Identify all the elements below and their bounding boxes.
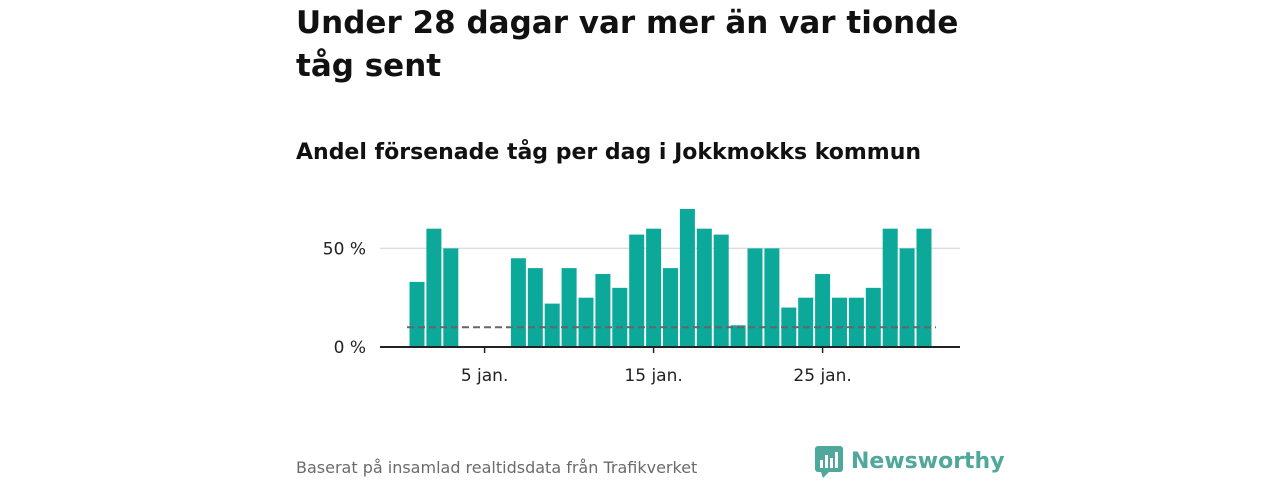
- bar: [426, 228, 442, 347]
- y-tick-label: 50 %: [323, 239, 366, 259]
- bar: [730, 325, 746, 347]
- bar: [882, 228, 898, 347]
- bar: [409, 281, 425, 347]
- bar: [612, 287, 628, 347]
- bar: [832, 297, 847, 347]
- bar: [561, 268, 577, 347]
- chart-title: Under 28 dagar var mer än var tionde tåg…: [296, 5, 959, 84]
- bar: [510, 258, 526, 347]
- bar: [781, 307, 797, 347]
- bar: [899, 248, 915, 347]
- bar: [798, 297, 814, 347]
- bar: [443, 248, 459, 347]
- bar: [629, 234, 645, 347]
- bar: [595, 274, 611, 347]
- y-tick-label: 0 %: [334, 338, 366, 358]
- bar: [815, 274, 831, 347]
- bar: [916, 228, 932, 347]
- brand-logo: Newsworthy: [815, 446, 1005, 478]
- bar: [646, 228, 662, 347]
- chart-subtitle: Andel försenade tåg per dag i Jokkmokks …: [296, 140, 922, 165]
- bar: [679, 208, 695, 347]
- bar: [713, 234, 729, 347]
- bar: [663, 268, 678, 347]
- brand-name: Newsworthy: [851, 449, 1005, 474]
- bar: [544, 303, 560, 347]
- bar: [747, 248, 763, 347]
- bar: [764, 248, 780, 347]
- bar: [696, 228, 712, 347]
- bar: [848, 297, 864, 347]
- bar: [578, 297, 594, 347]
- x-tick-label: 25 jan.: [793, 366, 851, 386]
- source-note: Baserat på insamlad realtidsdata från Tr…: [296, 458, 698, 477]
- x-tick-label: 5 jan.: [461, 366, 509, 386]
- bar: [865, 287, 881, 347]
- bar: [527, 268, 543, 347]
- newsworthy-logo-icon: [815, 446, 843, 478]
- x-tick-label: 15 jan.: [624, 366, 682, 386]
